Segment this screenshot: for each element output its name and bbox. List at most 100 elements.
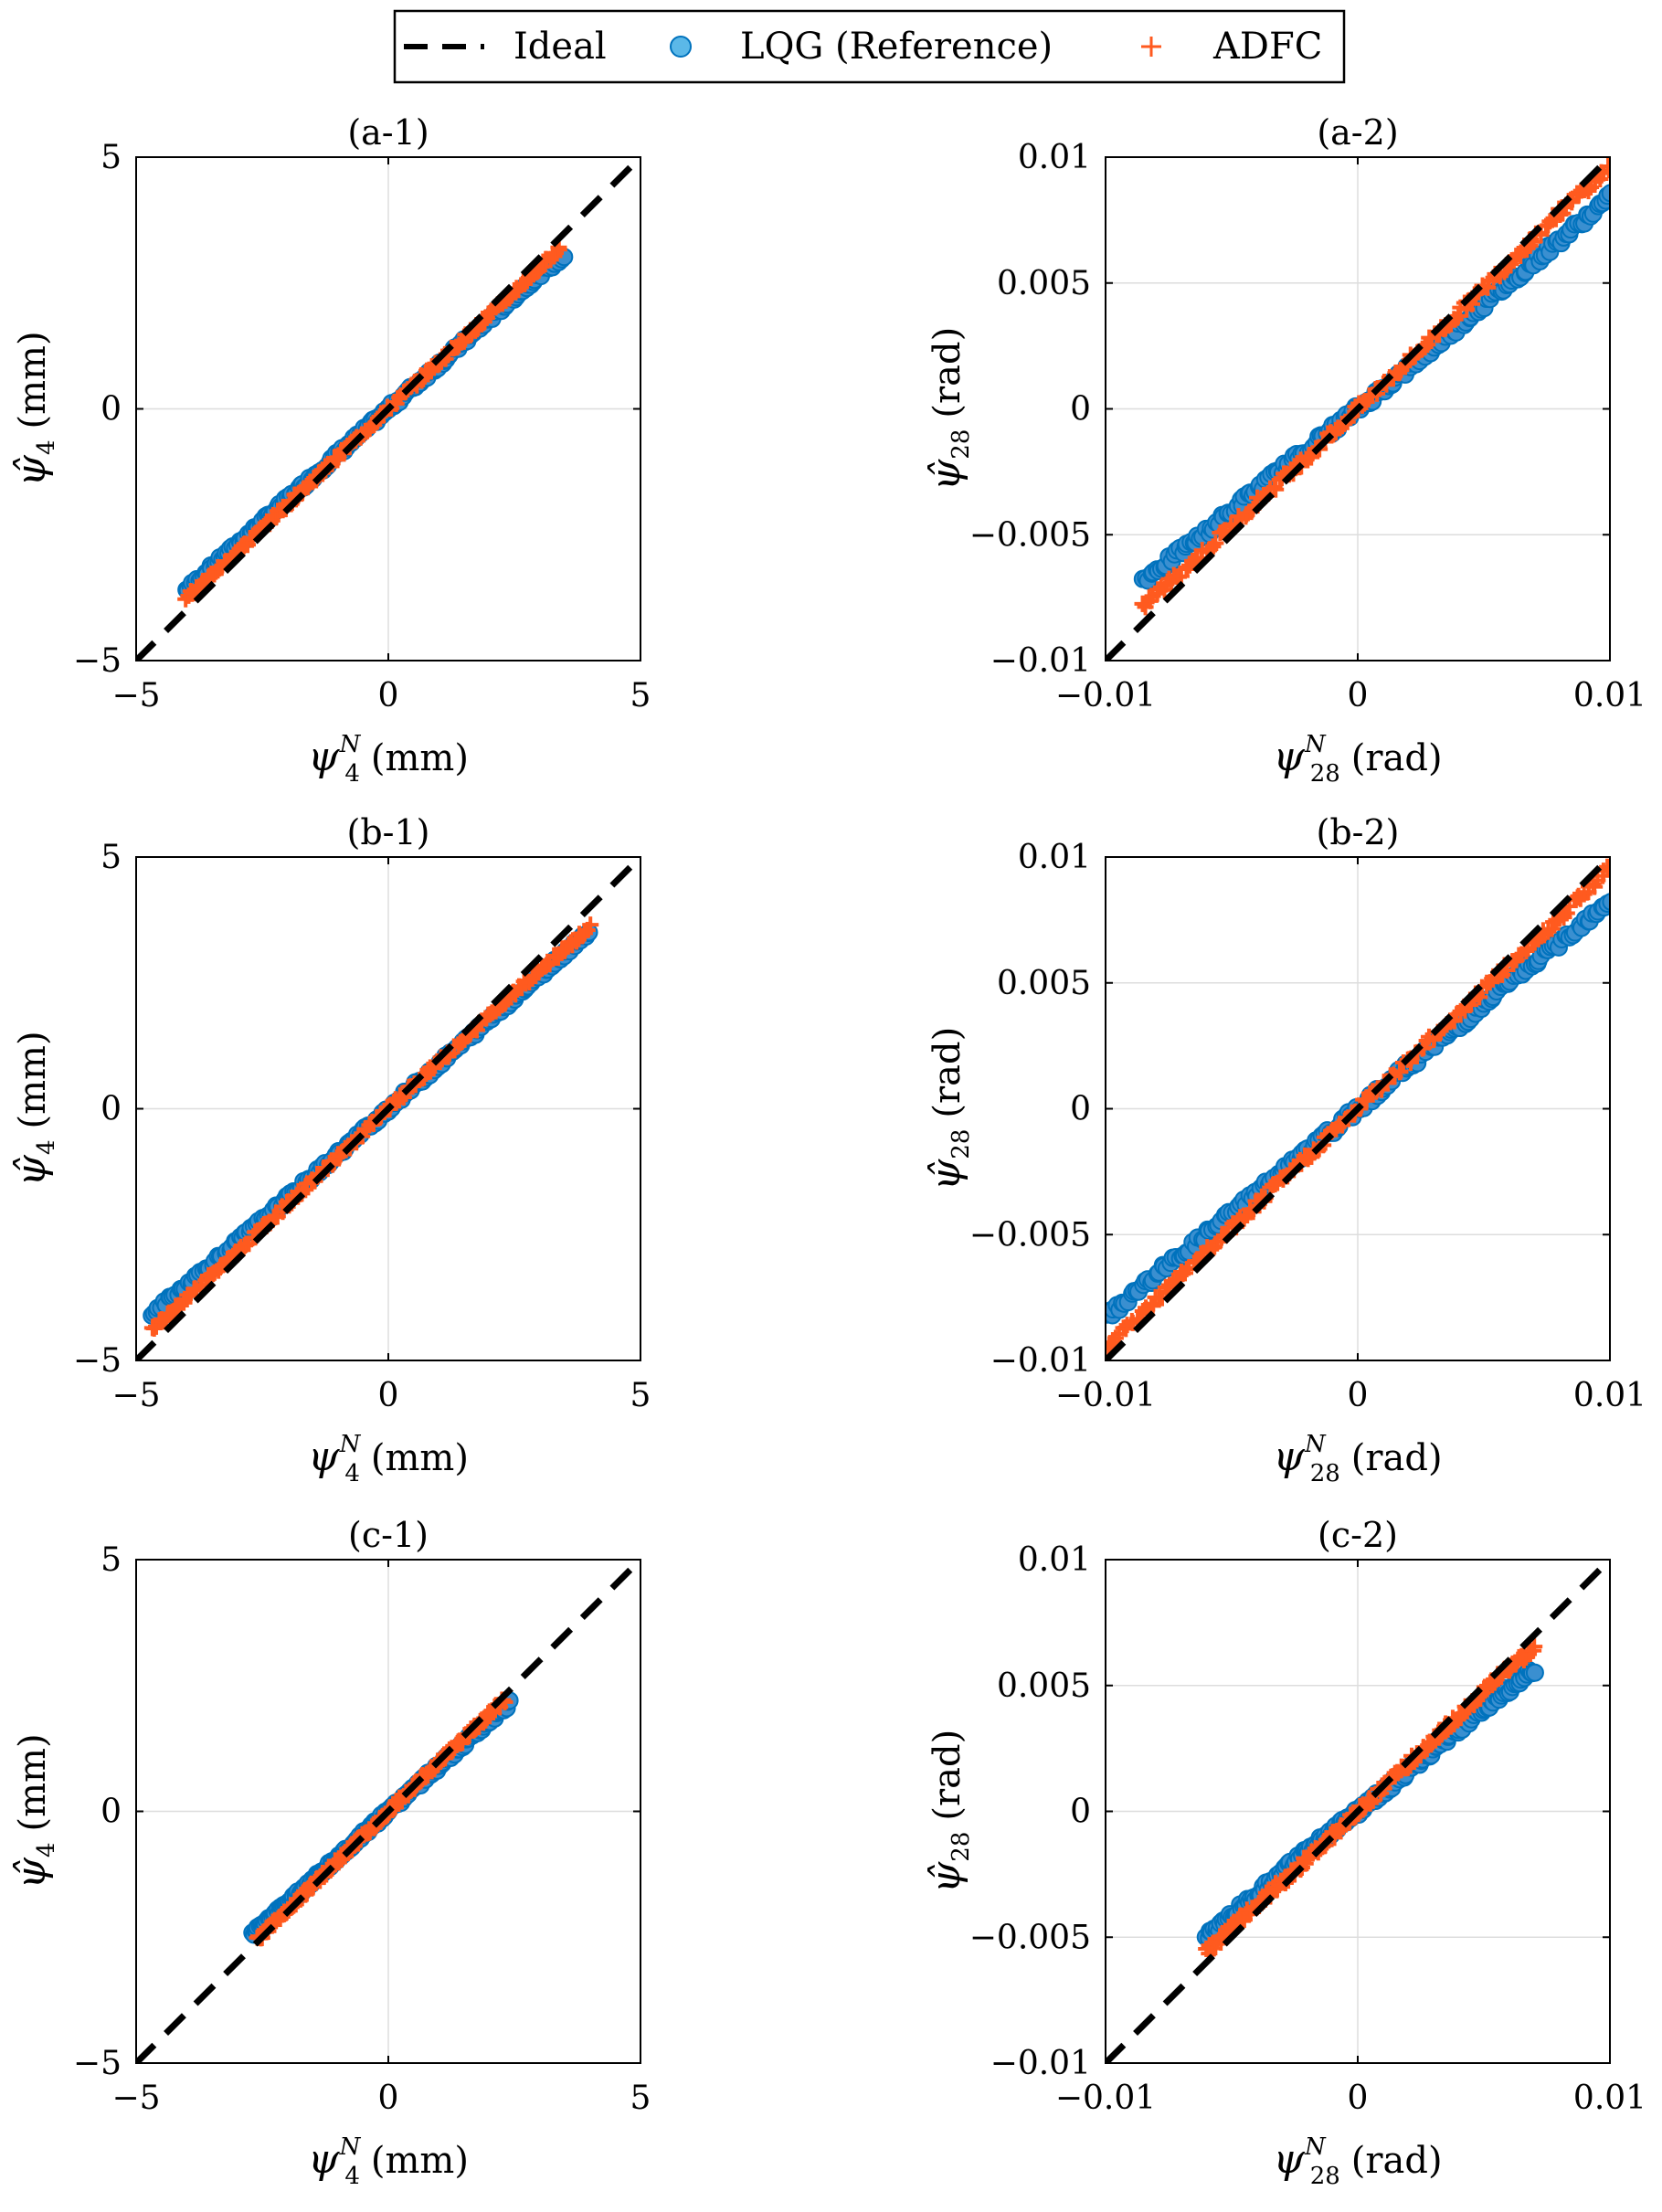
x-tick-label: −5 bbox=[111, 677, 160, 714]
y-tick-label: −0.005 bbox=[969, 516, 1091, 554]
adfc-point bbox=[576, 925, 593, 942]
y-axis-label-symbol: ψ̂ bbox=[923, 459, 969, 491]
y-axis-label-subscript: 28 bbox=[947, 1129, 975, 1159]
x-axis-label-symbol: ψ bbox=[308, 1434, 340, 1480]
legend-adfc-label: ADFC bbox=[1212, 26, 1322, 68]
adfc-point bbox=[1450, 307, 1467, 324]
x-tick-label: −0.01 bbox=[1055, 2080, 1156, 2117]
panel-title: (c-1) bbox=[348, 1515, 429, 1555]
y-axis-label-subscript: 28 bbox=[947, 1832, 975, 1862]
y-axis-label-symbol: ψ̂ bbox=[8, 1857, 55, 1889]
x-axis-label-unit: (mm) bbox=[371, 1437, 469, 1479]
x-axis-label-superscript: N bbox=[1304, 731, 1327, 758]
y-axis-label-symbol: ψ̂ bbox=[923, 1159, 969, 1191]
lqg-point bbox=[1602, 893, 1610, 911]
plot-area bbox=[136, 857, 640, 1360]
x-axis-label-subscript: 4 bbox=[344, 1460, 360, 1487]
ideal-line bbox=[1106, 1560, 1610, 2063]
y-tick-label: 0 bbox=[1070, 1794, 1091, 1831]
y-tick-label: 0.005 bbox=[997, 265, 1091, 302]
plot-area bbox=[1106, 157, 1610, 661]
adfc-point bbox=[1526, 1638, 1543, 1656]
x-tick-label: −5 bbox=[111, 2080, 160, 2117]
adfc-point bbox=[1498, 962, 1516, 979]
y-axis-label-symbol: ψ̂ bbox=[8, 455, 55, 487]
x-axis-label: ψN 4 (mm) bbox=[308, 731, 469, 788]
ideal-line bbox=[136, 1560, 640, 2063]
y-axis-label: ψ̂28 (rad) bbox=[923, 1730, 975, 1893]
x-axis-label: ψN 4 (mm) bbox=[308, 1431, 469, 1487]
x-axis-label-unit: (mm) bbox=[371, 2140, 469, 2182]
x-axis-label-subscript: 4 bbox=[344, 2163, 360, 2190]
x-axis-label-symbol: ψ bbox=[1273, 734, 1305, 780]
panel-b-1: −505−5 0 5(b-1)ψN 4 (mm)ψ̂4(mm) bbox=[8, 812, 651, 1487]
lqg-point bbox=[1601, 184, 1610, 203]
adfc-point bbox=[1600, 162, 1610, 179]
adfc-point bbox=[1599, 858, 1610, 875]
x-tick-label: −0.01 bbox=[1055, 1377, 1156, 1414]
lqg-point bbox=[1525, 1663, 1544, 1682]
x-tick-label: 0 bbox=[378, 2080, 399, 2117]
legend-ideal-label: Ideal bbox=[513, 26, 607, 68]
legend-box bbox=[393, 9, 1346, 84]
x-axis-label-subscript: 4 bbox=[344, 760, 360, 788]
adfc-point bbox=[1204, 538, 1222, 556]
y-axis-label: ψ̂28 (rad) bbox=[923, 1027, 975, 1191]
x-tick-label: 0 bbox=[1348, 677, 1369, 714]
y-tick-label: −5 bbox=[73, 1342, 122, 1380]
x-tick-label: 0 bbox=[1348, 2080, 1369, 2117]
x-axis-label-unit: (rad) bbox=[1351, 737, 1443, 779]
y-tick-label: 5 bbox=[101, 839, 122, 876]
x-tick-label: 0.01 bbox=[1573, 2080, 1646, 2117]
y-tick-label: 5 bbox=[101, 1541, 122, 1579]
ideal-line bbox=[1106, 857, 1610, 1360]
x-axis-label-unit: (rad) bbox=[1351, 2140, 1443, 2182]
adfc-point bbox=[1267, 481, 1285, 498]
x-tick-label: 0 bbox=[378, 1377, 399, 1414]
y-axis-label-subscript: 28 bbox=[947, 429, 975, 460]
adfc-point bbox=[1144, 1297, 1161, 1315]
y-tick-label: −0.01 bbox=[990, 2045, 1091, 2082]
y-tick-label: 0 bbox=[101, 1794, 122, 1831]
adfc-point bbox=[1392, 1063, 1409, 1080]
x-axis-label: ψN 28 (rad) bbox=[1273, 731, 1442, 788]
x-axis-label-superscript: N bbox=[339, 1431, 362, 1458]
adfc-point bbox=[1603, 861, 1610, 878]
y-axis-label-unit: (mm) bbox=[12, 331, 54, 429]
y-axis-label-subscript: 4 bbox=[33, 1140, 60, 1156]
panel-title: (c-2) bbox=[1318, 1515, 1398, 1555]
legend-lqg-marker bbox=[670, 36, 692, 58]
panel-title: (a-1) bbox=[347, 112, 429, 153]
ideal-line bbox=[136, 157, 640, 661]
y-axis-label: ψ̂4 (mm) bbox=[8, 1733, 60, 1889]
x-tick-label: 0.01 bbox=[1573, 1377, 1646, 1414]
x-axis-label: ψN 4 (mm) bbox=[308, 2133, 469, 2190]
y-tick-label: −5 bbox=[73, 642, 122, 680]
plot-area bbox=[1106, 857, 1610, 1360]
y-tick-label: 0.01 bbox=[1018, 1541, 1091, 1579]
y-axis-label: ψ̂4 (mm) bbox=[8, 331, 60, 486]
x-axis-label: ψN 28 (rad) bbox=[1273, 1431, 1442, 1487]
x-tick-label: 5 bbox=[630, 2080, 651, 2117]
x-tick-label: −0.01 bbox=[1055, 677, 1156, 714]
x-axis-label-symbol: ψ bbox=[308, 734, 340, 780]
adfc-point bbox=[530, 262, 547, 280]
y-axis-label-unit: (rad) bbox=[926, 327, 969, 418]
x-axis-label-symbol: ψ bbox=[308, 2136, 340, 2183]
x-axis-label-superscript: N bbox=[339, 731, 362, 758]
y-axis-label-subscript: 4 bbox=[33, 440, 60, 456]
x-axis-label-superscript: N bbox=[1304, 1431, 1327, 1458]
legend-adfc-marker bbox=[1141, 37, 1161, 57]
x-tick-label: 0 bbox=[1348, 1377, 1369, 1414]
legend: Ideal LQG (Reference) ADFC bbox=[393, 9, 1346, 84]
adfc-point bbox=[1358, 1092, 1375, 1109]
adfc-point bbox=[1299, 1150, 1317, 1168]
y-tick-label: 0.005 bbox=[997, 1667, 1091, 1705]
plot-area bbox=[136, 1560, 640, 2063]
x-tick-label: −5 bbox=[111, 1377, 160, 1414]
adfc-point bbox=[1235, 1210, 1253, 1227]
panel-c-1: −505−5 0 5(c-1)ψN 4 (mm)ψ̂4(mm) bbox=[8, 1515, 651, 2190]
